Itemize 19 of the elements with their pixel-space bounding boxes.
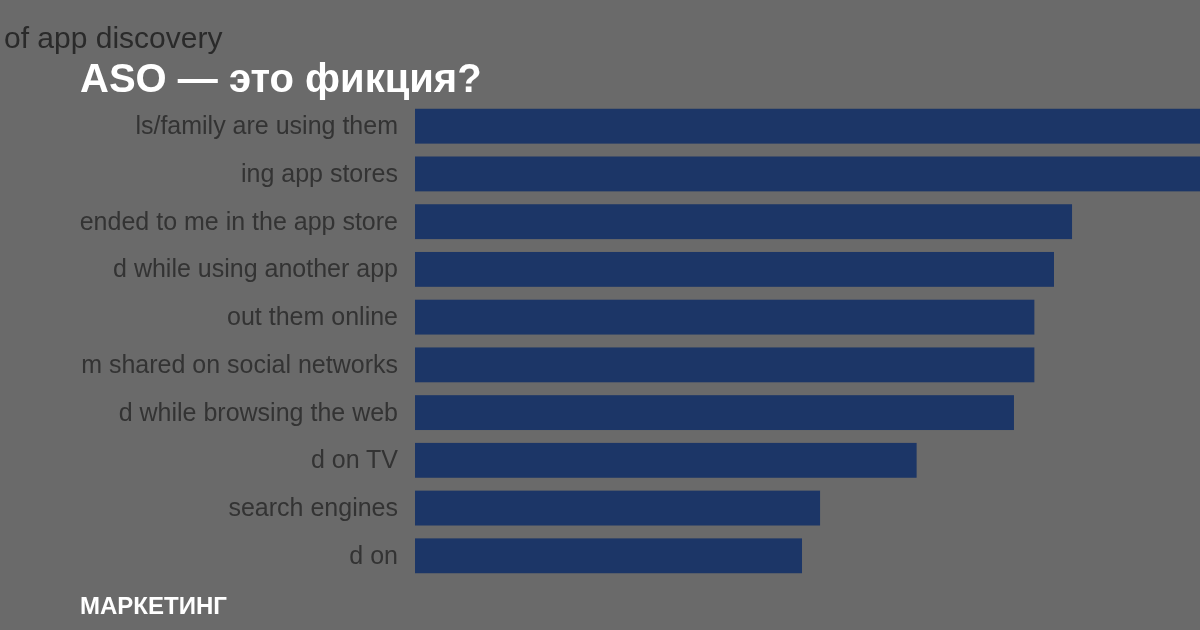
bar: [415, 347, 1035, 383]
bar: [415, 442, 917, 478]
bar: [415, 251, 1054, 287]
bar: [415, 395, 1014, 431]
bar: [415, 538, 803, 574]
y-tick-label: ls/family are using them: [135, 111, 398, 140]
y-tick-label: d while using another app: [113, 254, 398, 283]
bar: [415, 108, 1200, 144]
y-tick-label: search engines: [228, 493, 398, 522]
y-tick-label: out them online: [227, 302, 398, 331]
y-tick-label: m shared on social networks: [81, 349, 398, 378]
text: ASO — это фикция?: [80, 56, 482, 100]
bar: [415, 156, 1200, 192]
y-tick-label: d on TV: [310, 445, 399, 474]
bar: [415, 299, 1035, 335]
text: of app discovery: [4, 21, 223, 54]
text: МАРКЕТИНГ: [80, 592, 228, 619]
bar: [415, 204, 1073, 240]
bar: [415, 490, 821, 526]
